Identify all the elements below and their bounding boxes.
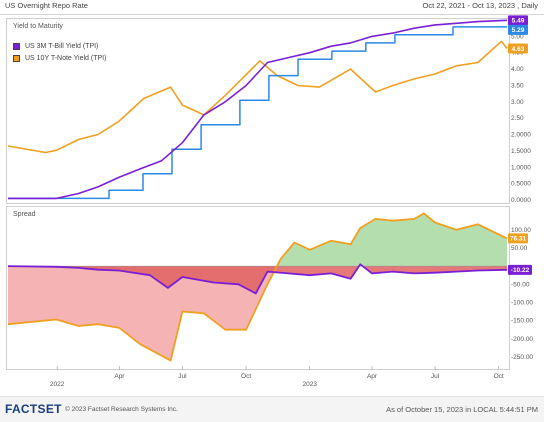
yield-y-tick-label: 2.0000 bbox=[511, 132, 531, 139]
spread2-line bbox=[7, 263, 508, 295]
chart-canvas: 0.0000 0.5000 1.0000 1.5000 2.0000 2.50 3.00 3.… bbox=[7, 15, 533, 388]
x-tick-label: Oct bbox=[494, 373, 504, 380]
tbill-swatch bbox=[13, 42, 20, 50]
copyright-text: © 2023 Factset Research Systems Inc. bbox=[65, 406, 178, 413]
yield-y-tick-label: 5.00 bbox=[511, 33, 524, 40]
spread1-badge-label: 76.31 bbox=[510, 236, 527, 243]
chart-title: US Overnight Repo Rate bbox=[5, 1, 88, 10]
tbill-yield-line bbox=[8, 19, 508, 200]
spread2-badge-label: -10.22 bbox=[511, 267, 530, 274]
yield-panel: Yield to Maturity US 3M T-Bill Yield (TP… bbox=[6, 18, 510, 204]
factset-logo: FACTSET bbox=[5, 402, 62, 416]
legend-label-tbill: US 3M T-Bill Yield (TPI) bbox=[25, 42, 99, 50]
tbill-badge-label: 5.49 bbox=[512, 18, 525, 25]
spread1-badge bbox=[508, 233, 528, 244]
spread-y-tick-label: -50.00 bbox=[511, 281, 530, 288]
legend: US 3M T-Bill Yield (TPI) US 10Y T-Note Y… bbox=[13, 40, 106, 64]
spread2-badge bbox=[508, 264, 532, 275]
legend-item-tbill[interactable]: US 3M T-Bill Yield (TPI) bbox=[13, 40, 106, 52]
tnote-swatch bbox=[13, 54, 20, 62]
spread-y-tick-label: -100.00 bbox=[511, 299, 533, 306]
x-tick-label: 2022 bbox=[50, 381, 65, 388]
tnote-badge-label: 4.63 bbox=[512, 46, 525, 53]
spread1-positive-area bbox=[8, 213, 507, 267]
spread1-negative-area bbox=[8, 266, 277, 361]
spread-y-tick-label: -150.00 bbox=[511, 318, 533, 325]
tnote-yield-line bbox=[7, 40, 508, 154]
repo-rate-line bbox=[8, 26, 507, 200]
repo-badge-label: 5.29 bbox=[512, 27, 525, 34]
yield-y-tick-label: 4.00 bbox=[511, 66, 524, 73]
spread-y-tick-label: -250.00 bbox=[511, 354, 533, 361]
spread1-line bbox=[7, 212, 508, 362]
x-tick-label: Apr bbox=[114, 373, 125, 380]
header-bar: US Overnight Repo Rate Oct 22, 2021 - Oc… bbox=[0, 0, 544, 15]
spread2-negative-area bbox=[9, 266, 507, 294]
x-tick-label: 2023 bbox=[303, 381, 318, 388]
legend-item-tnote[interactable]: US 10Y T-Note Yield (TPI) bbox=[13, 52, 106, 64]
x-tick-label: Oct bbox=[241, 373, 251, 380]
as-of-timestamp: As of October 15, 2023 in LOCAL 5:44:51 … bbox=[386, 405, 538, 414]
yield-y-tick-label: 2.50 bbox=[511, 115, 524, 122]
yield-y-tick-label: 3.00 bbox=[511, 99, 524, 106]
date-range: Oct 22, 2021 - Oct 13, 2023 , Daily bbox=[422, 1, 538, 10]
repo-badge bbox=[508, 24, 528, 35]
x-tick-label: Jul bbox=[178, 373, 187, 380]
x-tick-label: Jul bbox=[431, 373, 440, 380]
legend-label-tnote: US 10Y T-Note Yield (TPI) bbox=[25, 54, 107, 62]
spread-y-tick-label: -200.00 bbox=[511, 336, 533, 343]
spread-y-tick-label: 100.00 bbox=[511, 227, 531, 234]
tnote-badge bbox=[508, 43, 528, 54]
yield-y-tick-label: 1.5000 bbox=[511, 148, 531, 155]
footer: FACTSET © 2023 Factset Research Systems … bbox=[0, 396, 544, 422]
yield-y-tick-label: 1.0000 bbox=[511, 164, 531, 171]
tbill-badge bbox=[508, 15, 528, 26]
spread-panel-title: Spread bbox=[13, 211, 36, 218]
yield-y-tick-label: 0.0000 bbox=[511, 197, 531, 204]
yield-panel-title: Yield to Maturity bbox=[13, 23, 63, 30]
yield-y-tick-label: 3.50 bbox=[511, 82, 524, 89]
spread-y-tick-label: 50.00 bbox=[511, 245, 528, 252]
x-tick-label: Apr bbox=[367, 373, 378, 380]
yield-y-tick-label: 0.5000 bbox=[511, 181, 531, 188]
